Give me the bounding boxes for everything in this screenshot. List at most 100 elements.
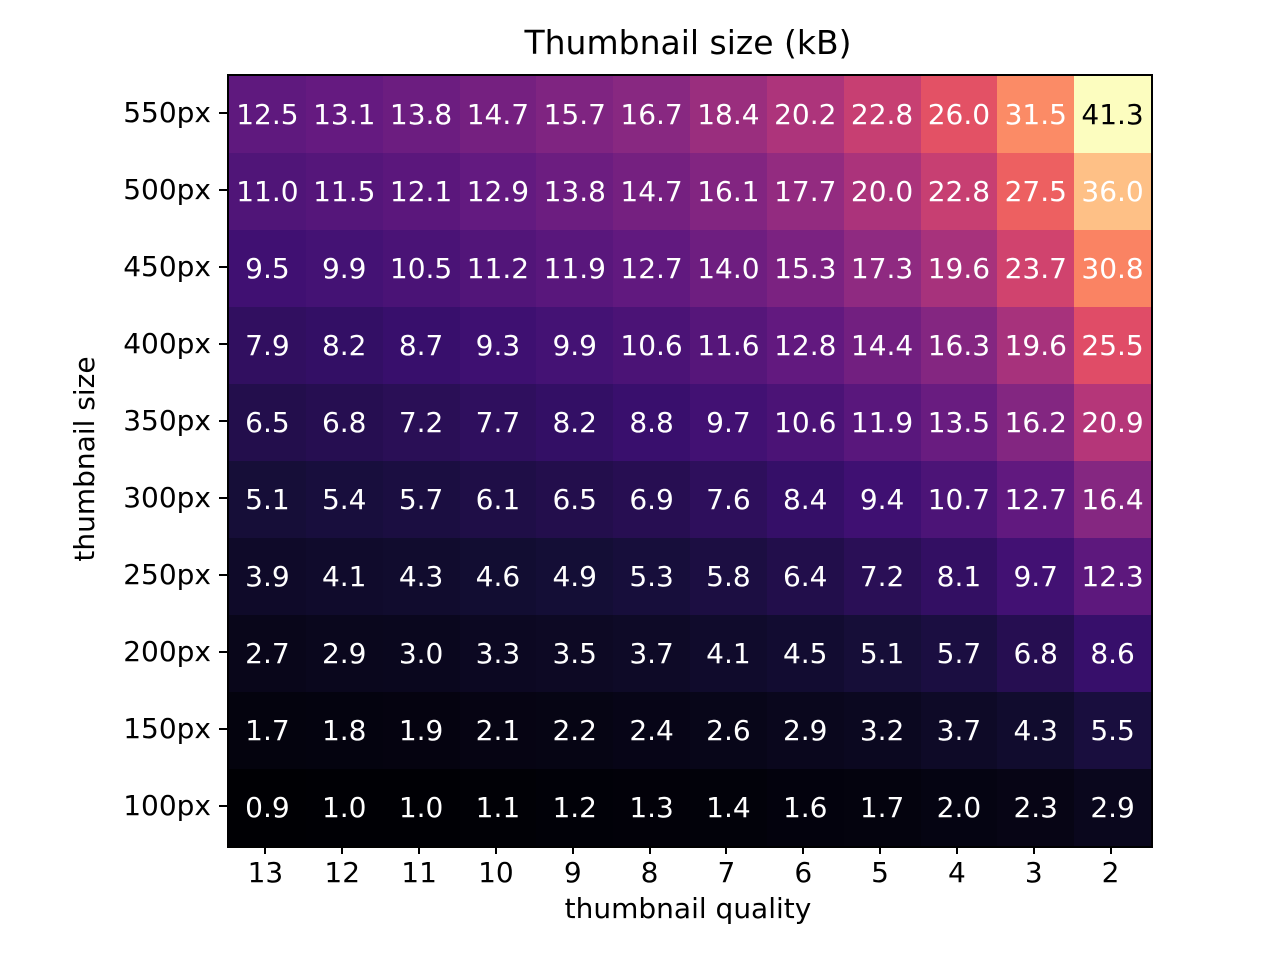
heatmap-cell-150px-q12: 1.8 [305,692,383,769]
heatmap-cell-550px-q6: 20.2 [766,76,844,153]
heatmap-cell-400px-q4: 16.3 [920,307,998,384]
y-tick-label: 500px [123,172,211,206]
y-tick-mark [219,650,227,653]
y-tick-mark [219,573,227,576]
heatmap-cell-200px-q11: 3.0 [382,615,460,692]
x-tick-mark [571,846,574,854]
heatmap-cell-350px-q10: 7.7 [459,384,537,461]
heatmap-cell-300px-q6: 8.4 [766,461,844,538]
x-tick-label: 12 [324,856,361,889]
heatmap-cell-150px-q3: 4.3 [997,692,1075,769]
heatmap-cell-500px-q6: 17.7 [766,153,844,230]
heatmap-cell-100px-q7: 1.4 [690,769,767,846]
x-tick-label: 10 [478,856,514,889]
heatmap-cell-450px-q3: 23.7 [997,230,1075,307]
heatmap-cell-500px-q13: 11.0 [229,153,306,230]
heatmap-cell-100px-q13: 0.9 [229,769,306,846]
x-tick-mark [955,846,958,854]
heatmap-cell-350px-q7: 9.7 [690,384,767,461]
y-axis-label: thumbnail size [68,356,101,562]
heatmap-cell-550px-q10: 14.7 [459,76,537,153]
heatmap-cell-200px-q10: 3.3 [459,615,537,692]
heatmap-cell-300px-q9: 6.5 [536,461,614,538]
y-tick-label: 150px [123,711,211,745]
heatmap-cell-100px-q11: 1.0 [382,769,460,846]
heatmap-cell-400px-q9: 9.9 [536,307,614,384]
y-tick-label: 100px [123,788,211,822]
heatmap-cell-150px-q8: 2.4 [613,692,690,769]
heatmap-cell-100px-q12: 1.0 [305,769,383,846]
x-tick-mark [341,846,344,854]
heatmap-cell-250px-q6: 6.4 [766,538,844,615]
heatmap-cell-500px-q5: 20.0 [843,153,921,230]
heatmap-cell-250px-q10: 4.6 [459,538,537,615]
heatmap-cell-550px-q13: 12.5 [229,76,306,153]
heatmap-cell-500px-q3: 27.5 [997,153,1075,230]
x-tick-mark [879,846,882,854]
x-tick-label: 5 [871,856,889,889]
heatmap-cell-100px-q2: 2.9 [1074,769,1151,846]
x-tick-label: 2 [1101,856,1120,889]
heatmap-cell-100px-q9: 1.2 [536,769,614,846]
x-tick-label: 9 [563,856,582,889]
heatmap-cell-200px-q2: 8.6 [1074,615,1151,692]
heatmap-cell-300px-q7: 7.6 [690,461,767,538]
heatmap-cell-500px-q12: 11.5 [305,153,383,230]
y-tick-label: 450px [123,249,211,283]
heatmap-cell-450px-q5: 17.3 [843,230,921,307]
x-tick-label: 13 [247,856,284,889]
heatmap-cell-450px-q6: 15.3 [766,230,844,307]
heatmap-cell-400px-q10: 9.3 [459,307,537,384]
heatmap-cell-400px-q7: 11.6 [690,307,767,384]
y-tick-mark [219,342,227,345]
heatmap-cell-150px-q4: 3.7 [920,692,998,769]
heatmap-cell-100px-q3: 2.3 [997,769,1075,846]
heatmap-cell-350px-q11: 7.2 [382,384,460,461]
y-tick-label: 300px [123,480,211,514]
heatmap-cell-300px-q11: 5.7 [382,461,460,538]
heatmap-cell-500px-q7: 16.1 [690,153,767,230]
heatmap-cell-200px-q9: 3.5 [536,615,614,692]
heatmap-cell-250px-q2: 12.3 [1074,538,1151,615]
x-tick-label: 4 [947,856,966,889]
heatmap-cell-450px-q11: 10.5 [382,230,460,307]
heatmap-cell-400px-q12: 8.2 [305,307,383,384]
x-tick-mark [264,846,267,854]
plot-area: 12.5 13.1 13.8 14.7 15.7 16.7 18.4 20.2 22.8 26.0… [227,74,1153,848]
heatmap-cell-350px-q3: 16.2 [997,384,1075,461]
heatmap-cell-200px-q4: 5.7 [920,615,998,692]
heatmap-cell-550px-q12: 13.1 [305,76,383,153]
heatmap-cell-200px-q3: 6.8 [997,615,1075,692]
heatmap-cell-350px-q9: 8.2 [536,384,614,461]
heatmap-cell-200px-q8: 3.7 [613,615,690,692]
heatmap-cell-300px-q10: 6.1 [459,461,537,538]
heatmap-cell-100px-q5: 1.7 [843,769,921,846]
heatmap-cell-250px-q12: 4.1 [305,538,383,615]
heatmap-cell-500px-q10: 12.9 [459,153,537,230]
y-tick-label: 400px [123,326,211,360]
heatmap-cell-350px-q8: 8.8 [613,384,690,461]
heatmap-cell-250px-q11: 4.3 [382,538,460,615]
heatmap-cell-350px-q2: 20.9 [1074,384,1151,461]
x-tick-label: 11 [401,856,437,889]
heatmap-cell-450px-q8: 12.7 [613,230,690,307]
heatmap-cell-450px-q7: 14.0 [690,230,767,307]
heatmap-cell-550px-q3: 31.5 [997,76,1075,153]
heatmap-cell-250px-q3: 9.7 [997,538,1075,615]
heatmap-cell-300px-q3: 12.7 [997,461,1075,538]
heatmap-cell-550px-q9: 15.7 [536,76,614,153]
heatmap-cell-350px-q6: 10.6 [766,384,844,461]
heatmap-cell-150px-q6: 2.9 [766,692,844,769]
heatmap-cell-250px-q13: 3.9 [229,538,306,615]
heatmap-cell-350px-q13: 6.5 [229,384,306,461]
heatmap-cell-100px-q4: 2.0 [920,769,998,846]
x-tick-label: 7 [717,856,736,889]
y-tick-mark [219,265,227,268]
heatmap-cell-400px-q3: 19.6 [997,307,1075,384]
x-tick-mark [418,846,421,854]
y-tick-mark [219,804,227,807]
heatmap-cell-550px-q7: 18.4 [690,76,767,153]
x-tick-mark [802,846,805,854]
y-tick-mark [219,188,227,191]
y-tick-mark [219,496,227,499]
